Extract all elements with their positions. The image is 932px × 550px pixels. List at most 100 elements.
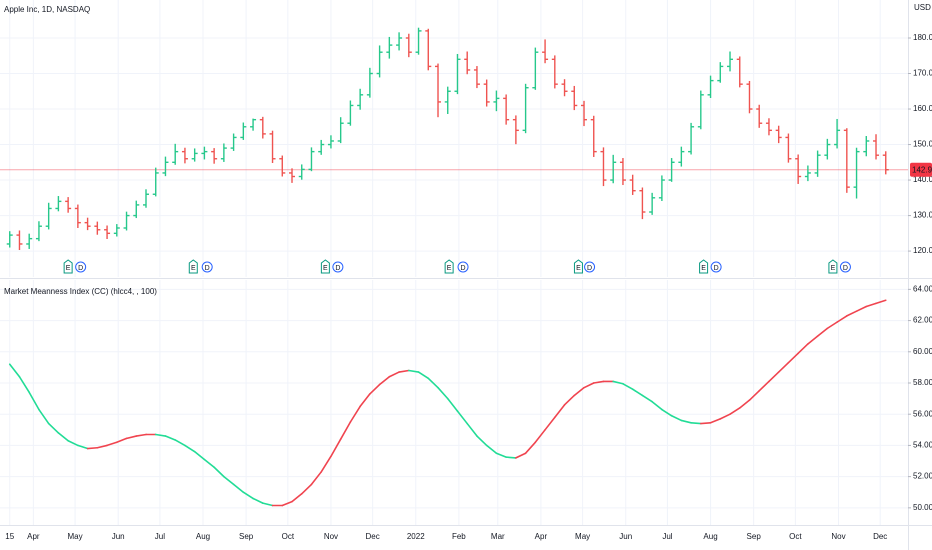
indicator-segment: [748, 389, 761, 401]
indicator-segment: [719, 413, 731, 420]
y-tick-label: 62.00: [913, 316, 932, 325]
event-label: D: [461, 265, 466, 272]
earnings-marker: [444, 259, 454, 274]
indicator-segment: [573, 386, 585, 397]
indicator-segment: [456, 410, 469, 425]
indicator-segment: [38, 408, 50, 425]
x-tick-label: Nov: [324, 532, 338, 541]
indicator-segment: [8, 363, 21, 378]
indicator-segment: [437, 386, 449, 400]
indicator-segment: [116, 437, 128, 444]
symbol-title: Apple Inc, 1D, NASDAQ: [4, 5, 90, 14]
y-tick-label: 58.00: [913, 378, 932, 387]
dividend-marker: [201, 261, 213, 273]
x-tick-label: Oct: [789, 532, 802, 541]
indicator-segment: [826, 321, 838, 330]
indicator-segment: [554, 404, 566, 419]
indicator-segment: [232, 483, 245, 494]
x-tick-label: Apr: [27, 532, 40, 541]
indicator-segment: [96, 444, 108, 449]
indicator-segment: [320, 455, 332, 473]
last-price-label: 142.91: [912, 165, 932, 174]
indicator-segment: [709, 418, 722, 424]
event-label: E: [701, 265, 706, 272]
y-tick-label: 180.00: [913, 33, 932, 42]
indicator-segment: [466, 422, 478, 437]
event-label: E: [831, 265, 836, 272]
indicator-segment: [544, 416, 556, 431]
x-tick-label: Jul: [662, 532, 672, 541]
x-tick-label: Jun: [619, 532, 632, 541]
y-tick-label: 140.00: [913, 175, 932, 184]
x-tick-label: May: [575, 532, 590, 541]
grid: [0, 0, 908, 525]
dividend-marker: [457, 261, 469, 273]
indicator-segment: [174, 439, 186, 447]
indicator-segment: [505, 456, 517, 459]
x-tick-label: Jul: [155, 532, 165, 541]
indicator-segment: [777, 361, 790, 373]
indicator-segment: [223, 475, 235, 486]
indicator-segment: [865, 302, 877, 308]
indicator-segment: [855, 305, 868, 313]
indicator-segment: [193, 450, 206, 461]
y-tick-label: 130.00: [913, 211, 932, 220]
y-tick-label: 150.00: [913, 140, 932, 149]
indicator-segment: [388, 371, 400, 378]
indicator-segment: [807, 335, 819, 345]
x-tick-label: Dec: [873, 532, 887, 541]
indicator-segment: [680, 419, 692, 424]
event-label: D: [843, 265, 848, 272]
indicator-segment: [378, 375, 391, 386]
indicator-segment: [164, 435, 177, 441]
x-tick-label: Aug: [703, 532, 717, 541]
y-tick-label: 60.00: [913, 347, 932, 356]
indicator-segment: [203, 458, 215, 469]
y-tick-label: 56.00: [913, 409, 932, 418]
y-tick-label: 50.00: [913, 503, 932, 512]
indicator-segment: [816, 327, 829, 337]
indicator-segment: [729, 407, 741, 416]
dividend-marker: [332, 261, 344, 273]
indicator-segment: [349, 405, 361, 423]
indicator-segment: [359, 393, 371, 408]
indicator-segment: [651, 400, 663, 411]
event-label: E: [576, 265, 581, 272]
indicator-segment: [213, 466, 225, 478]
x-tick-label: 2022: [407, 532, 425, 541]
x-tick-label: Apr: [535, 532, 548, 541]
indicator-segment: [768, 371, 780, 383]
y-tick-label: 120.00: [913, 246, 932, 255]
indicator-segment: [47, 422, 60, 434]
indicator-segment: [125, 435, 138, 440]
indicator-segment: [67, 439, 79, 447]
indicator-segment: [758, 380, 770, 392]
indicator-title: Market Meanness Index (CC) (hlcc4, , 100…: [4, 287, 157, 296]
indicator-segment: [846, 310, 858, 317]
event-label: D: [335, 265, 340, 272]
dividend-marker: [710, 261, 722, 273]
earnings-marker: [699, 259, 709, 274]
indicator-segment: [184, 444, 196, 453]
indicator-segment: [700, 421, 712, 425]
x-tick-label: Nov: [831, 532, 845, 541]
indicator-segment: [875, 299, 887, 305]
indicator-segment: [592, 380, 605, 384]
indicator-segment: [86, 446, 99, 450]
x-tick-label: May: [68, 532, 83, 541]
earnings-marker: [320, 259, 330, 274]
indicator-segment: [641, 394, 653, 403]
indicator-segment: [495, 452, 507, 458]
x-tick-label: Jun: [112, 532, 125, 541]
indicator-segment: [300, 483, 313, 495]
indicator-segment: [690, 421, 702, 425]
indicator-segment: [446, 397, 459, 412]
event-label: D: [78, 265, 83, 272]
event-label: E: [447, 265, 452, 272]
indicator-segment: [417, 371, 430, 380]
x-tick-label: Aug: [196, 532, 210, 541]
indicator-segment: [408, 369, 420, 373]
x-tick-label: Sep: [747, 532, 762, 541]
